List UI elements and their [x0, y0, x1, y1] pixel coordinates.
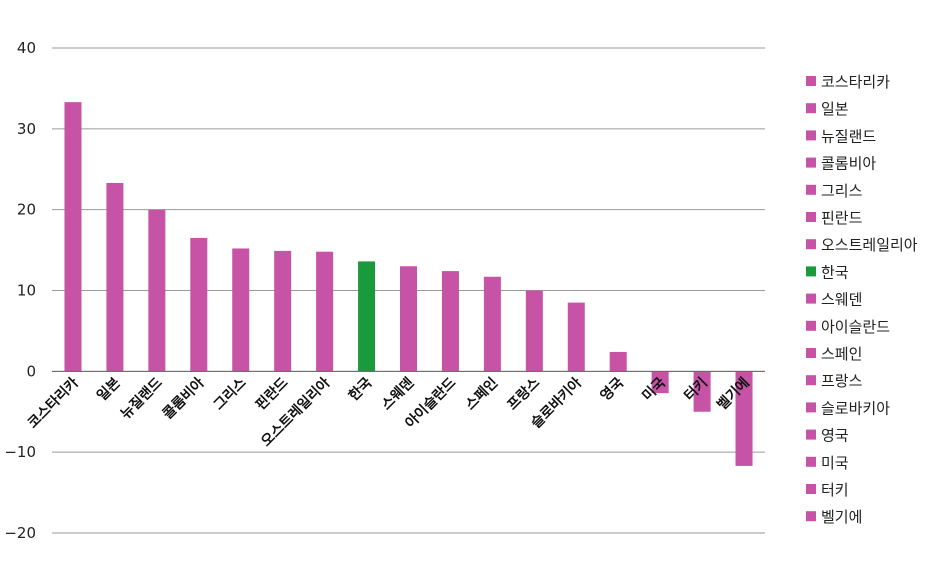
legend-swatch [806, 293, 816, 304]
bar [441, 271, 459, 372]
legend-item: 스웨덴 [806, 291, 862, 309]
x-tick-label: 코스타리카 [25, 375, 82, 432]
bar [358, 261, 376, 372]
legend-label: 스웨덴 [821, 291, 862, 309]
x-tick-label: 영국 [597, 374, 627, 404]
legend-item: 그리스 [806, 182, 863, 200]
bars [64, 102, 753, 466]
y-tick-label: 10 [17, 282, 36, 300]
legend-swatch [806, 348, 816, 358]
x-tick-label: 그리스 [211, 375, 250, 414]
bar [316, 251, 334, 372]
legend-item: 코스타리카 [806, 73, 890, 91]
x-tick-label: 뉴질랜드 [117, 374, 166, 423]
x-tick-label: 프랑스 [505, 375, 544, 414]
x-tick-label: 핀란드 [252, 374, 291, 413]
legend-label: 스페인 [821, 345, 862, 363]
legend-item: 영국 [806, 427, 849, 445]
y-tick-label: −20 [4, 524, 36, 542]
x-tick-label: 스웨덴 [379, 375, 418, 414]
legend-item: 오스트레일리아 [806, 236, 918, 254]
bar [106, 182, 124, 372]
legend-label: 터키 [821, 481, 849, 499]
legend-swatch [806, 266, 816, 277]
legend-item: 벨기에 [806, 508, 862, 526]
bar [64, 102, 82, 372]
legend-label: 오스트레일리아 [821, 236, 918, 254]
legend-label: 벨기에 [821, 508, 862, 526]
legend-label: 슬로바키아 [821, 399, 890, 417]
legend-swatch [806, 402, 816, 413]
legend-label: 핀란드 [821, 209, 863, 227]
bar [148, 209, 166, 372]
x-tick-label: 스페인 [462, 374, 501, 413]
legend-swatch [806, 320, 816, 331]
legend-swatch [806, 375, 816, 386]
legend-label: 뉴질랜드 [821, 127, 876, 145]
y-tick-label: 40 [17, 39, 36, 57]
legend-swatch [806, 76, 816, 86]
legend-swatch [806, 456, 816, 467]
y-tick-label: 30 [17, 120, 36, 138]
legend-item: 미국 [806, 454, 849, 472]
x-tick-label: 콜롬비아 [159, 374, 208, 423]
legend-label: 한국 [821, 263, 849, 281]
legend-label: 아이슬란드 [821, 318, 890, 336]
legend-item: 아이슬란드 [806, 318, 890, 336]
legend-swatch [806, 239, 816, 250]
legend-swatch [806, 212, 816, 222]
legend-label: 그리스 [821, 182, 863, 200]
bar [651, 371, 669, 394]
bar [483, 276, 501, 372]
legend-label: 코스타리카 [821, 73, 890, 91]
bar [735, 371, 753, 466]
bar [400, 266, 417, 372]
legend-item: 스페인 [806, 345, 862, 363]
bar [232, 248, 250, 372]
bar [274, 250, 292, 372]
legend-swatch [806, 103, 816, 114]
legend-item: 프랑스 [806, 372, 863, 390]
legend-item: 콜롬비아 [806, 155, 876, 173]
y-axis-ticks: 40 30 20 10 0 −10 −20 [4, 39, 36, 542]
bar [609, 351, 627, 372]
legend-swatch [806, 157, 816, 168]
x-tick-label: 일본 [94, 375, 124, 405]
legend-label: 미국 [821, 454, 849, 472]
legend-label: 일본 [821, 100, 849, 118]
legend-swatch [806, 130, 816, 141]
legend-item: 뉴질랜드 [806, 127, 876, 145]
legend-item: 한국 [806, 263, 849, 281]
bar [525, 290, 543, 372]
legend-item: 핀란드 [806, 209, 863, 227]
y-tick-label: 20 [17, 201, 36, 219]
bar [567, 302, 585, 372]
legend-item: 슬로바키아 [806, 399, 890, 417]
legend-item: 일본 [806, 100, 849, 118]
legend-label: 영국 [821, 427, 849, 445]
legend-swatch [806, 184, 816, 195]
y-tick-label: 0 [26, 362, 36, 380]
legend-item: 터키 [806, 481, 849, 499]
legend-swatch [806, 511, 816, 522]
legend-swatch [806, 484, 816, 494]
legend-label: 프랑스 [821, 372, 863, 390]
x-tick-label: 한국 [346, 375, 376, 405]
legend: 코스타리카일본뉴질랜드콜롬비아그리스핀란드오스트레일리아한국스웨덴아이슬란드스페… [806, 73, 918, 526]
bar [693, 371, 711, 412]
bar [190, 237, 208, 372]
y-tick-label: −10 [4, 443, 36, 461]
legend-swatch [806, 429, 816, 440]
legend-label: 콜롬비아 [821, 155, 876, 173]
